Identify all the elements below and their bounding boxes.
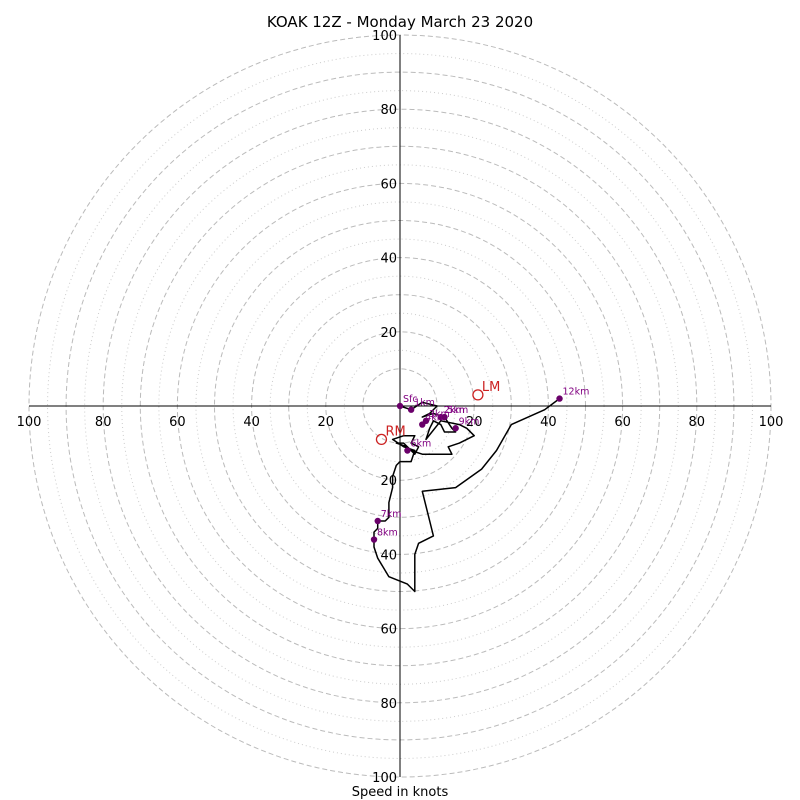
height-marker-label: Sfc bbox=[403, 394, 418, 405]
height-marker-point bbox=[374, 517, 381, 525]
height-marker-label: 6km bbox=[410, 439, 431, 450]
height-marker-point bbox=[452, 425, 459, 432]
y-tick-label-top: 60 bbox=[380, 177, 397, 192]
height-marker-point bbox=[396, 402, 404, 410]
chart-title: KOAK 12Z - Monday March 23 2020 bbox=[267, 13, 533, 31]
y-tick-label-bottom: 20 bbox=[380, 474, 397, 489]
height-marker-label: 8km bbox=[377, 528, 398, 539]
x-axis-label: Speed in knots bbox=[352, 785, 449, 800]
y-tick-label-top: 20 bbox=[380, 326, 397, 341]
height-marker-label: 3km bbox=[429, 409, 450, 420]
height-marker-point bbox=[419, 421, 426, 428]
x-tick-label: 80 bbox=[95, 415, 112, 430]
x-tick-label: 60 bbox=[614, 415, 631, 430]
height-marker-label: 7km bbox=[381, 509, 402, 520]
y-tick-label-bottom: 80 bbox=[380, 697, 397, 712]
y-tick-label-top: 100 bbox=[372, 29, 397, 44]
storm-motion-marker bbox=[375, 433, 388, 446]
height-marker-label: 1km bbox=[414, 398, 435, 409]
x-tick-label: 20 bbox=[318, 415, 335, 430]
height-marker-label: 4km bbox=[425, 413, 446, 424]
height-marker-point bbox=[441, 413, 448, 421]
y-tick-label-bottom: 60 bbox=[380, 623, 397, 638]
y-tick-label-bottom: 100 bbox=[372, 771, 397, 786]
height-marker-label: 5km bbox=[448, 405, 469, 416]
height-marker-label: 12km bbox=[563, 387, 590, 398]
y-tick-label-top: 40 bbox=[380, 252, 397, 267]
height-marker-point bbox=[407, 406, 415, 413]
hodograph-trace bbox=[373, 398, 560, 593]
x-tick-label: 40 bbox=[540, 415, 557, 430]
x-tick-label: 100 bbox=[759, 415, 784, 430]
height-marker-point bbox=[370, 536, 378, 543]
y-tick-label-top: 80 bbox=[380, 103, 397, 118]
y-tick-label-bottom: 40 bbox=[380, 548, 397, 563]
x-tick-label: 80 bbox=[689, 415, 706, 430]
x-tick-label: 20 bbox=[466, 415, 483, 430]
storm-motion-markers: LM RM bbox=[375, 380, 500, 446]
tick-labels: 100 80 60 40 20 20 40 60 80 100 20 20 40 40 60 60 80 80 10… bbox=[17, 29, 784, 786]
height-marker-point bbox=[404, 447, 411, 454]
storm-motion-label: RM bbox=[385, 424, 405, 439]
x-tick-label: 40 bbox=[243, 415, 260, 430]
x-tick-label: 100 bbox=[17, 415, 42, 430]
hodograph-line bbox=[373, 398, 560, 593]
x-tick-label: 60 bbox=[169, 415, 186, 430]
storm-motion-label: LM bbox=[482, 380, 500, 395]
height-marker-label: 2km bbox=[444, 405, 465, 416]
storm-motion-marker bbox=[472, 389, 484, 401]
height-marker-label: 9km bbox=[459, 416, 480, 427]
height-marker-point bbox=[556, 395, 563, 402]
